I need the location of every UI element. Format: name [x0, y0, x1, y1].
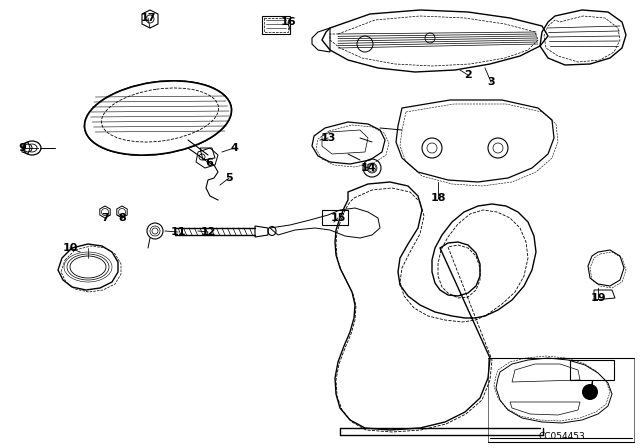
Text: 13: 13 [320, 133, 336, 143]
Text: 5: 5 [225, 173, 233, 183]
Text: CC054453: CC054453 [539, 431, 586, 440]
Text: 16: 16 [280, 17, 296, 27]
Circle shape [24, 144, 32, 152]
Text: 15: 15 [330, 213, 346, 223]
Text: 19: 19 [590, 293, 606, 303]
Text: 12: 12 [200, 227, 216, 237]
Text: 8: 8 [118, 213, 126, 223]
Circle shape [582, 384, 598, 400]
Text: 11: 11 [170, 227, 186, 237]
Text: 7: 7 [101, 213, 109, 223]
Text: 17: 17 [140, 13, 156, 23]
Text: 9: 9 [18, 143, 26, 153]
Text: 6: 6 [205, 158, 213, 168]
Text: 1: 1 [587, 388, 595, 398]
Text: 3: 3 [487, 77, 495, 87]
Text: 10: 10 [62, 243, 77, 253]
Ellipse shape [84, 81, 232, 155]
Text: 18: 18 [430, 193, 445, 203]
Text: 14: 14 [360, 163, 376, 173]
Text: 4: 4 [230, 143, 238, 153]
Text: 2: 2 [464, 70, 472, 80]
